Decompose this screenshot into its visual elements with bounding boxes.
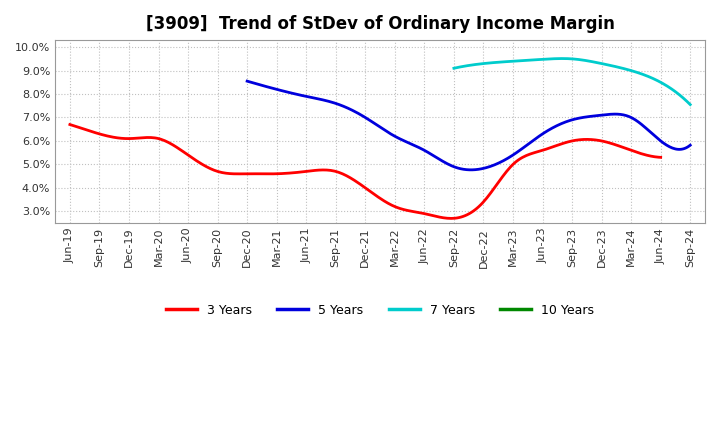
7 Years	[595, 60, 603, 66]
5 Years	[508, 153, 517, 158]
3 Years	[427, 213, 436, 218]
5 Years	[244, 79, 253, 84]
3 Years	[418, 210, 426, 216]
7 Years	[449, 66, 458, 71]
3 Years	[657, 155, 665, 160]
7 Years	[591, 60, 600, 65]
5 Years	[243, 78, 251, 84]
Line: 7 Years: 7 Years	[454, 59, 690, 105]
Legend: 3 Years, 5 Years, 7 Years, 10 Years: 3 Years, 5 Years, 7 Years, 10 Years	[161, 299, 599, 322]
5 Years	[467, 167, 475, 172]
Title: [3909]  Trend of StDev of Ordinary Income Margin: [3909] Trend of StDev of Ordinary Income…	[145, 15, 614, 33]
Line: 3 Years: 3 Years	[70, 125, 661, 218]
7 Years	[590, 59, 599, 65]
3 Years	[415, 210, 424, 215]
7 Years	[649, 76, 658, 81]
7 Years	[665, 84, 673, 90]
7 Years	[451, 66, 459, 71]
Line: 5 Years: 5 Years	[247, 81, 690, 170]
5 Years	[516, 148, 524, 153]
5 Years	[646, 129, 654, 135]
3 Years	[447, 216, 456, 221]
3 Years	[565, 139, 574, 144]
7 Years	[558, 56, 567, 61]
5 Years	[686, 143, 695, 148]
5 Years	[507, 154, 516, 159]
3 Years	[68, 122, 76, 128]
5 Years	[618, 112, 626, 117]
3 Years	[66, 122, 74, 127]
3 Years	[603, 139, 612, 145]
7 Years	[686, 102, 695, 107]
